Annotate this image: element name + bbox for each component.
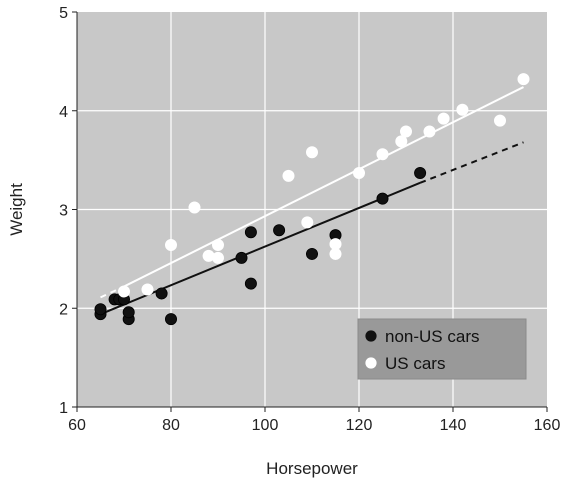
x-tick-label: 100: [252, 417, 279, 434]
y-axis-title: Weight: [7, 183, 26, 236]
point-non-us: [414, 166, 427, 179]
point-non-us: [155, 287, 168, 300]
point-us: [211, 251, 224, 264]
point-non-us: [273, 224, 286, 237]
point-us: [141, 283, 154, 296]
point-us: [164, 239, 177, 252]
point-us: [352, 166, 365, 179]
data-points: [94, 73, 530, 326]
point-us: [118, 285, 131, 298]
y-tick-label: 2: [59, 301, 68, 318]
legend-marker-non-us: [365, 330, 377, 342]
point-us: [211, 239, 224, 252]
point-us: [282, 169, 295, 182]
point-non-us: [305, 247, 318, 260]
point-us: [517, 73, 530, 86]
legend: non-US cars US cars: [357, 318, 527, 380]
point-us: [395, 135, 408, 148]
fit-line-extension: [419, 141, 524, 184]
point-us: [493, 114, 506, 127]
point-us: [188, 201, 201, 214]
y-tick-label: 5: [59, 5, 68, 22]
x-tick-label: 80: [162, 417, 180, 434]
point-us: [305, 146, 318, 159]
point-non-us: [94, 303, 107, 316]
y-tick-label: 1: [59, 400, 68, 417]
legend-box: [357, 318, 527, 380]
point-us: [301, 216, 314, 229]
point-non-us: [122, 306, 135, 319]
legend-label-us: US cars: [385, 354, 445, 373]
x-tick-label: 140: [440, 417, 467, 434]
point-non-us: [244, 277, 257, 290]
y-tick-label: 4: [59, 104, 68, 121]
y-tick-label: 3: [59, 203, 68, 220]
fit-lines: [100, 86, 524, 316]
point-non-us: [164, 313, 177, 326]
fit-line-extension: [100, 285, 125, 299]
grid-lines: [77, 12, 547, 407]
point-non-us: [376, 192, 389, 205]
point-us: [456, 103, 469, 116]
fit-line: [100, 181, 421, 316]
axes: 60 80 100 120 140 160 1 2 3 4 5: [59, 5, 560, 434]
fit-line: [123, 86, 524, 288]
point-us: [437, 112, 450, 125]
x-tick-label: 160: [534, 417, 561, 434]
legend-label-non-us: non-US cars: [385, 327, 479, 346]
x-tick-label: 60: [68, 417, 86, 434]
point-us: [423, 125, 436, 138]
x-tick-label: 120: [346, 417, 373, 434]
point-non-us: [235, 251, 248, 264]
point-us: [329, 238, 342, 251]
point-us: [376, 148, 389, 161]
point-us: [399, 125, 412, 138]
x-axis-title: Horsepower: [266, 459, 358, 478]
point-non-us: [244, 226, 257, 239]
legend-marker-us: [365, 357, 377, 369]
